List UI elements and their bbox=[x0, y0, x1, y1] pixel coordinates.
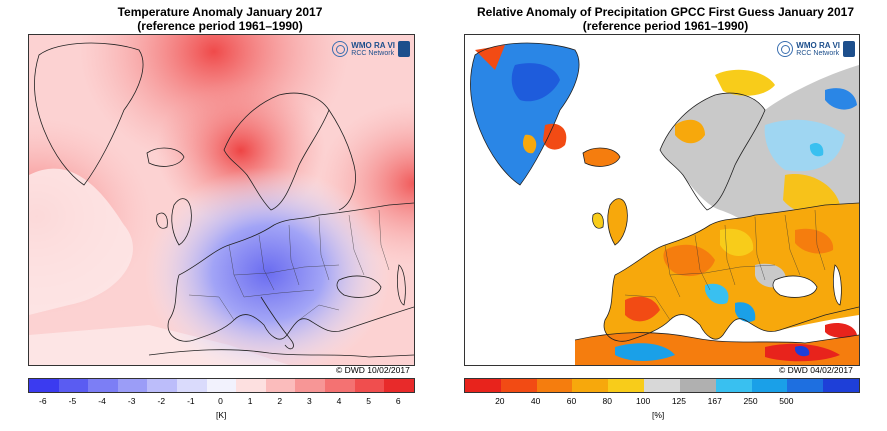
temperature-colorbar-tick-label: 4 bbox=[336, 396, 342, 406]
precipitation-anomaly-map: WMO RA VI RCC Network bbox=[464, 34, 860, 366]
temperature-unit-label: [K] bbox=[216, 410, 227, 420]
temperature-colorbar-segment bbox=[58, 379, 89, 392]
temperature-colorbar-tick-label: -2 bbox=[157, 396, 166, 406]
temperature-colorbar-segment bbox=[117, 379, 148, 392]
temperature-anomaly-map: WMO RA VI RCC Network bbox=[28, 34, 415, 366]
precipitation-colorbar-tick-label: 60 bbox=[566, 396, 577, 406]
temperature-anomaly-panel: Temperature Anomaly January 2017 (refere… bbox=[0, 0, 440, 431]
precipitation-map-title: Relative Anomaly of Precipitation GPCC F… bbox=[476, 5, 854, 19]
precipitation-colorbar-segment bbox=[465, 379, 501, 392]
temperature-colorbar-ticks: -6 -5 -4 -3 -2 -1 0 1 2 3 4 5 6 bbox=[28, 396, 413, 408]
rcc-logo-icon bbox=[843, 41, 855, 57]
precipitation-anomaly-panel: Relative Anomaly of Precipitation GPCC F… bbox=[444, 0, 887, 431]
precipitation-colorbar-segment bbox=[644, 379, 680, 392]
temperature-colorbar-tick-label: -1 bbox=[187, 396, 195, 406]
temperature-colorbar-tick-label: -4 bbox=[98, 396, 106, 406]
temperature-colorbar-segment bbox=[384, 379, 414, 392]
precipitation-colorbar bbox=[464, 378, 860, 393]
temperature-colorbar-segment bbox=[236, 379, 266, 392]
precipitation-colorbar-segment bbox=[608, 379, 645, 392]
rcc-logo-icon bbox=[398, 41, 410, 57]
wmo-logo-subtitle: RCC Network bbox=[796, 49, 840, 57]
wmo-logo: WMO RA VI RCC Network bbox=[777, 41, 855, 57]
temperature-colorbar-tick-label: -6 bbox=[39, 396, 47, 406]
precipitation-colorbar-segment bbox=[787, 379, 824, 392]
temperature-colorbar-segment bbox=[354, 379, 385, 392]
precipitation-colorbar-tick-label: 125 bbox=[671, 396, 686, 406]
wmo-logo-title: WMO RA VI bbox=[351, 40, 395, 50]
precipitation-colorbar-segment bbox=[572, 379, 609, 392]
temperature-colorbar-tick-label: -3 bbox=[127, 396, 136, 406]
temperature-colorbar-segment bbox=[29, 379, 59, 392]
temperature-colorbar-tick-label: -5 bbox=[68, 396, 77, 406]
precipitation-colorbar-tick-label: 250 bbox=[743, 396, 758, 406]
precipitation-colorbar-tick-label: 100 bbox=[635, 396, 651, 406]
precipitation-colorbar-ticks: 20 40 60 80 100 125 167 250 500 bbox=[464, 396, 858, 408]
temperature-map-graphic bbox=[29, 35, 414, 365]
temperature-colorbar-tick-label: 3 bbox=[306, 396, 312, 406]
temperature-colorbar-tick-label: 6 bbox=[395, 396, 401, 406]
temperature-colorbar-segment bbox=[295, 379, 326, 392]
precipitation-credit: © DWD 04/02/2017 bbox=[779, 365, 853, 375]
precipitation-colorbar-tick-label: 40 bbox=[530, 396, 541, 406]
temperature-credit: © DWD 10/02/2017 bbox=[336, 365, 410, 375]
precipitation-colorbar-tick-label: 500 bbox=[779, 396, 794, 406]
wmo-globe-icon bbox=[332, 41, 349, 57]
temperature-colorbar-tick-label: 1 bbox=[247, 396, 253, 406]
temperature-map-subtitle: (reference period 1961–1990) bbox=[137, 19, 303, 33]
wmo-logo-title: WMO RA VI bbox=[796, 40, 840, 50]
precipitation-map-graphic bbox=[465, 35, 859, 365]
temperature-colorbar-segment bbox=[147, 379, 178, 392]
temperature-map-title: Temperature Anomaly January 2017 bbox=[117, 5, 323, 19]
precipitation-colorbar-segment bbox=[715, 379, 752, 392]
precipitation-colorbar-segment bbox=[500, 379, 537, 392]
precipitation-colorbar-segment bbox=[751, 379, 788, 392]
temperature-colorbar-segment bbox=[88, 379, 118, 392]
precipitation-colorbar-segment bbox=[823, 379, 859, 392]
temperature-colorbar-segment bbox=[265, 379, 296, 392]
precipitation-unit-label: [%] bbox=[652, 410, 665, 420]
precipitation-map-subtitle: (reference period 1961–1990) bbox=[582, 19, 749, 33]
temperature-colorbar-tick-label: 2 bbox=[277, 396, 283, 406]
precipitation-colorbar-tick-label: 167 bbox=[707, 396, 722, 406]
temperature-colorbar-tick-label: 5 bbox=[366, 396, 371, 406]
temperature-colorbar-segment bbox=[206, 379, 237, 392]
precipitation-colorbar-segment bbox=[679, 379, 716, 392]
precipitation-colorbar-tick-label: 80 bbox=[602, 396, 612, 406]
temperature-colorbar-tick-label: 0 bbox=[218, 396, 223, 406]
temperature-colorbar-segment bbox=[177, 379, 207, 392]
precipitation-colorbar-tick-label: 20 bbox=[495, 396, 505, 406]
wmo-logo-subtitle: RCC Network bbox=[351, 49, 395, 57]
temperature-colorbar-segment bbox=[325, 379, 355, 392]
precipitation-colorbar-segment bbox=[536, 379, 573, 392]
wmo-logo: WMO RA VI RCC Network bbox=[332, 41, 410, 57]
temperature-colorbar bbox=[28, 378, 415, 393]
wmo-globe-icon bbox=[777, 41, 794, 57]
